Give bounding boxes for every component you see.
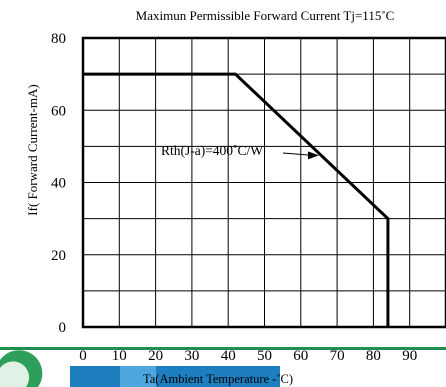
y-tick-label: 80	[51, 31, 66, 47]
x-tick-label: 50	[257, 348, 272, 364]
plot-frame	[81, 36, 446, 329]
derating-curve	[83, 72, 390, 327]
reach-logo-shade	[120, 366, 156, 387]
green-seal-inner-icon	[0, 361, 30, 387]
annotation-arrowhead	[307, 151, 319, 160]
x-tick-label: 0	[79, 348, 87, 364]
y-tick-label: 60	[51, 103, 66, 119]
chart-title: Maximun Permissible Forward Current Tj=1…	[136, 8, 395, 23]
x-tick-label: 10	[112, 348, 127, 364]
y-tick-label: 20	[51, 248, 66, 264]
y-axis-label: If( Forward Current-mA)	[25, 84, 40, 215]
rth-annotation-label: Rth(J-a)=400˚C/W	[161, 143, 263, 158]
x-tick-label: 40	[221, 348, 236, 364]
footer-logo-strip	[0, 347, 446, 387]
annotation-layer: Rth(J-a)=400˚C/W	[161, 143, 319, 160]
x-tick-label: 20	[148, 348, 163, 364]
x-tick-label: 90	[402, 348, 417, 364]
curve-layer	[83, 72, 390, 327]
x-tick-label: 30	[184, 348, 199, 364]
x-tick-label: 60	[293, 348, 308, 364]
y-tick-label: 0	[59, 320, 67, 336]
tick-labels: 0 20 40 60 80 0 10 20 30 40 50 60 70 80 90	[51, 31, 417, 364]
footer-bar	[0, 347, 446, 350]
y-tick-label: 40	[51, 176, 66, 192]
x-tick-label: 80	[366, 348, 381, 364]
grid-lines	[83, 38, 446, 327]
x-axis-label: Ta(Ambient Temperature -˚C)	[143, 372, 293, 386]
x-tick-label: 70	[330, 348, 345, 364]
